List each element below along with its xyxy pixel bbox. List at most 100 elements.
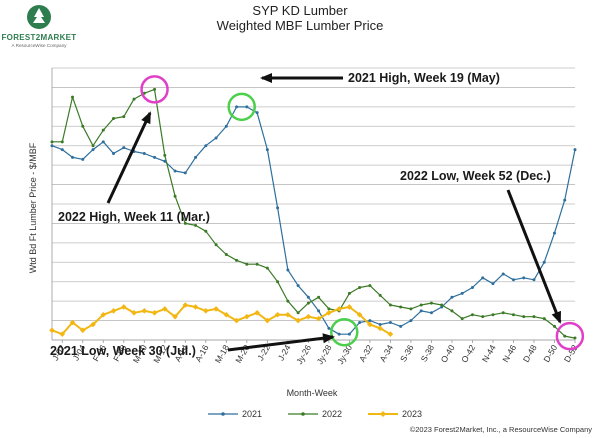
data-point-2022 <box>81 124 85 128</box>
data-point-2021 <box>481 276 485 280</box>
data-point-2021 <box>378 322 382 326</box>
data-point-2022 <box>399 305 403 309</box>
data-point-2023 <box>172 313 178 320</box>
data-point-2021 <box>142 151 146 155</box>
annotation-label: 2021 High, Week 19 (May) <box>348 71 500 85</box>
data-point-2022 <box>419 303 423 307</box>
data-point-2021 <box>153 155 157 159</box>
x-tick-label: M-18 <box>213 343 231 365</box>
data-point-2021 <box>214 136 218 140</box>
legend: 2021 2022 2023 <box>208 409 422 419</box>
data-point-2023 <box>356 311 363 318</box>
annotation-label: 2021 Low, Week 30 (Jul.) <box>50 344 196 358</box>
data-point-2022 <box>491 313 495 317</box>
data-point-2022 <box>429 301 433 305</box>
data-point-2023 <box>346 304 353 310</box>
x-tick-label: S-36 <box>398 343 416 364</box>
data-point-2023 <box>387 331 394 337</box>
data-point-2023 <box>192 304 199 310</box>
data-point-2022 <box>91 144 95 148</box>
data-point-2021 <box>194 155 198 159</box>
data-point-2023 <box>151 310 158 316</box>
data-point-2022 <box>573 336 577 340</box>
y-axis-label: Wtd Bd Ft Lumber Price - $/MBF <box>28 142 38 273</box>
data-point-2021 <box>224 124 228 128</box>
series-line-2022 <box>52 88 576 339</box>
x-tick-label: Jy-28 <box>315 343 334 366</box>
data-point-2023 <box>305 313 312 320</box>
x-tick-label: J-24 <box>276 343 293 363</box>
data-point-2021 <box>491 282 495 286</box>
chart-title: SYP KD Lumber <box>252 3 348 18</box>
data-point-2022 <box>122 115 126 119</box>
data-point-2022 <box>563 334 567 338</box>
series-line-2021 <box>51 106 576 335</box>
annotation-label: 2022 Low, Week 52 (Dec.) <box>400 169 551 183</box>
data-point-2021 <box>501 272 505 276</box>
data-point-2021 <box>532 278 536 282</box>
data-point-2021 <box>112 151 116 155</box>
data-point-2023 <box>182 302 189 308</box>
data-point-2021 <box>204 144 208 148</box>
data-point-2022 <box>265 266 269 270</box>
data-point-2022 <box>460 317 464 321</box>
data-point-2021 <box>101 140 105 144</box>
data-point-2021 <box>419 309 423 313</box>
x-tick-label: S-38 <box>419 343 437 364</box>
data-point-2022 <box>71 95 75 99</box>
legend-label: 2022 <box>322 409 342 419</box>
data-point-2022 <box>204 229 208 233</box>
data-point-2021 <box>255 111 259 115</box>
logo-tree-icon <box>33 8 45 23</box>
data-point-2023 <box>336 306 342 312</box>
x-axis-label: Month-Week <box>287 388 338 398</box>
x-tick-label: O-42 <box>459 343 477 365</box>
data-point-2022 <box>501 311 505 315</box>
data-point-2023 <box>110 308 117 314</box>
series-lines <box>51 88 576 339</box>
data-point-2023 <box>131 310 137 316</box>
data-point-2022 <box>235 258 239 262</box>
annotation-arrowhead <box>260 73 272 83</box>
logo-subtitle: A ResourceWise Company <box>12 43 68 48</box>
data-point-2023 <box>69 319 76 326</box>
copyright-text: ©2023 Forest2Market, Inc., a ResourceWis… <box>410 425 593 434</box>
data-point-2021 <box>460 291 464 295</box>
highlight-circle <box>555 321 585 351</box>
annotation-arrow-line <box>106 112 152 204</box>
data-point-2022 <box>224 253 228 257</box>
data-point-2022 <box>368 284 372 288</box>
data-point-2022 <box>542 317 546 321</box>
x-tick-label: D-50 <box>541 343 559 364</box>
gridlines <box>52 67 575 341</box>
data-point-2021 <box>573 148 577 152</box>
data-point-2022 <box>450 309 454 313</box>
data-point-2021 <box>450 295 454 299</box>
data-point-2021 <box>409 319 413 323</box>
data-point-2023 <box>254 310 260 316</box>
data-point-2023 <box>233 317 240 324</box>
data-point-2022 <box>50 140 54 144</box>
data-point-2022 <box>214 243 218 247</box>
x-tick-label: N-46 <box>500 343 518 364</box>
data-point-2022 <box>194 223 198 227</box>
highlight-circle <box>330 317 359 347</box>
data-point-2022 <box>153 87 157 91</box>
data-point-2021 <box>163 159 167 163</box>
data-point-2023 <box>326 310 332 316</box>
data-point-2023 <box>59 331 66 337</box>
data-point-2021 <box>276 206 280 210</box>
data-point-2022 <box>286 299 290 303</box>
data-point-2023 <box>162 306 168 312</box>
data-point-2021 <box>327 326 331 330</box>
data-point-2021 <box>71 155 75 159</box>
data-point-2021 <box>337 332 341 336</box>
data-point-2023 <box>203 308 209 314</box>
data-point-2021 <box>522 276 526 280</box>
data-point-2023 <box>223 311 230 318</box>
data-point-2021 <box>235 105 239 109</box>
data-point-2021 <box>347 332 351 336</box>
data-point-2021 <box>306 295 310 299</box>
data-point-2021 <box>368 319 372 323</box>
data-point-2023 <box>377 325 383 332</box>
